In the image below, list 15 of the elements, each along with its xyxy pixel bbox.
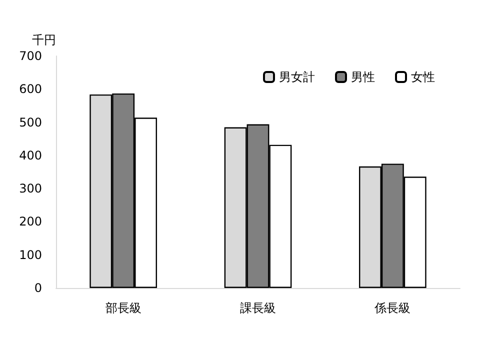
- y-tick-label: 0: [34, 281, 42, 295]
- y-tick-label: 500: [19, 115, 42, 130]
- y-tick-label: 300: [19, 182, 42, 196]
- y-tick-label: 100: [19, 248, 42, 262]
- legend-label: 女性: [411, 70, 435, 84]
- x-tick-label: 部長級: [105, 301, 142, 315]
- y-tick-label: 700: [19, 49, 42, 63]
- y-axis-title: 千円: [32, 33, 56, 47]
- y-tick-label: 600: [19, 82, 42, 96]
- x-tick-label: 課長級: [240, 301, 276, 315]
- x-tick-label: 係長級: [374, 301, 411, 315]
- y-tick-label: 200: [19, 214, 42, 229]
- y-tick-label: 400: [19, 148, 42, 162]
- legend-label: 男女計: [279, 70, 315, 84]
- legend-label: 男性: [351, 70, 375, 84]
